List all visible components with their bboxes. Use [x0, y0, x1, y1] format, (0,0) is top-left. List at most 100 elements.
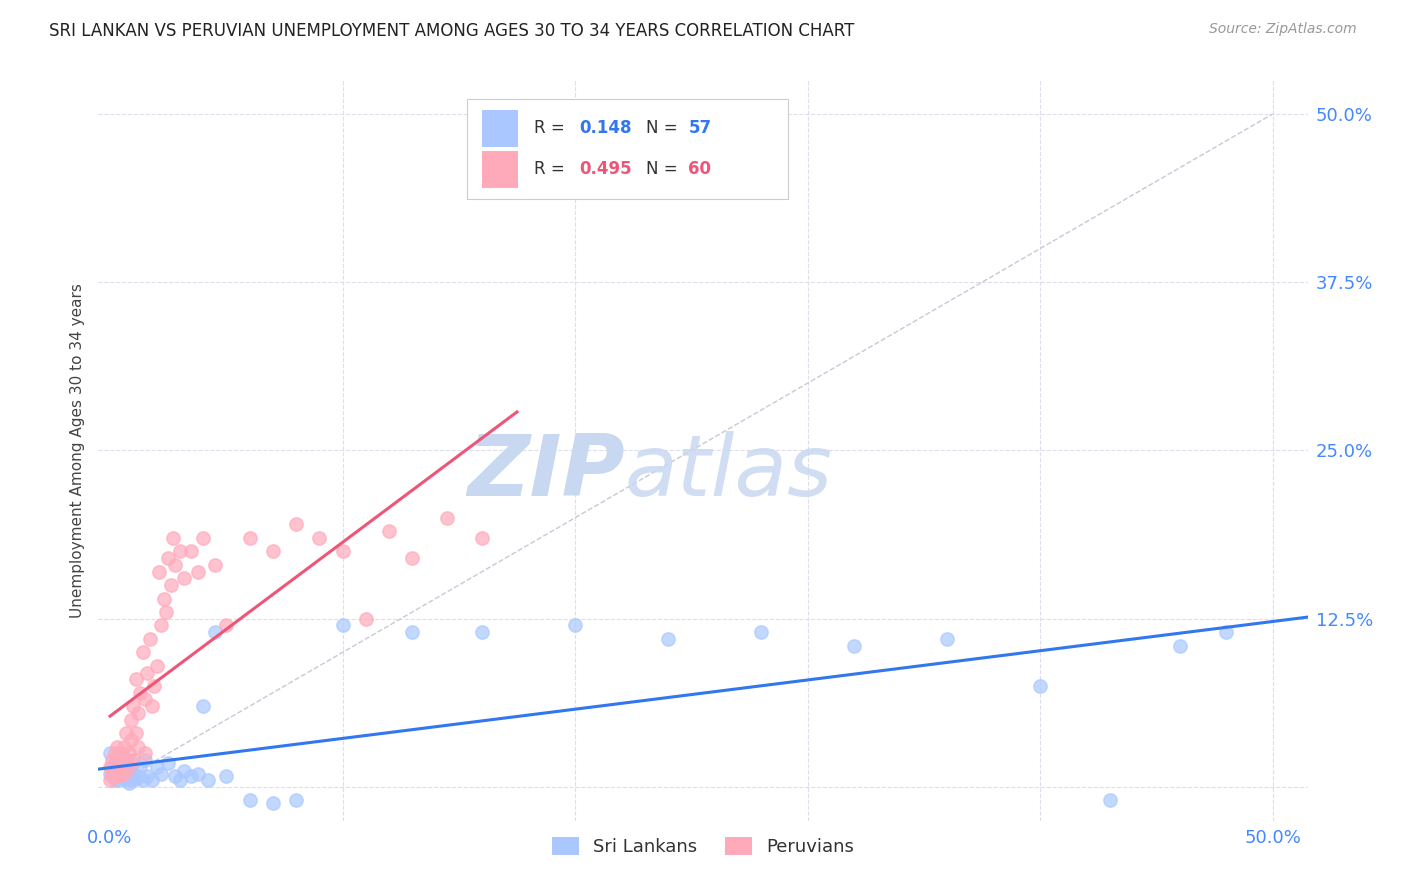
Point [111, 760, 134, 774]
Point [657, 632, 679, 646]
Point [1029, 679, 1052, 693]
Point [180, 544, 202, 558]
Point [165, 558, 187, 572]
Point [401, 625, 423, 640]
Point [239, 793, 262, 807]
Point [204, 558, 226, 572]
Point [98, 766, 121, 780]
Point [105, 739, 128, 754]
Point [285, 793, 308, 807]
Point [105, 769, 128, 783]
Point [118, 769, 141, 783]
Point [108, 753, 131, 767]
Point [122, 699, 145, 714]
FancyBboxPatch shape [467, 99, 787, 199]
Point [104, 764, 127, 778]
Point [112, 766, 135, 780]
Point [155, 605, 177, 619]
Point [173, 571, 195, 585]
Point [111, 769, 134, 783]
Text: N =: N = [647, 161, 683, 178]
Point [118, 747, 141, 761]
Point [129, 686, 152, 700]
Point [145, 658, 167, 673]
Point [191, 699, 214, 714]
Point [120, 732, 142, 747]
Text: ZIP: ZIP [467, 431, 624, 514]
Point [1168, 639, 1191, 653]
Point [124, 673, 146, 687]
Point [239, 531, 262, 545]
Point [332, 544, 354, 558]
Point [112, 753, 135, 767]
Point [104, 747, 127, 761]
Point [134, 753, 156, 767]
Point [136, 665, 159, 680]
Y-axis label: Unemployment Among Ages 30 to 34 years: Unemployment Among Ages 30 to 34 years [70, 283, 86, 618]
Point [378, 524, 401, 539]
Point [120, 713, 142, 727]
Point [354, 612, 377, 626]
Point [162, 531, 184, 545]
Point [844, 639, 866, 653]
Point [108, 769, 131, 783]
Point [115, 760, 138, 774]
Legend: Sri Lankans, Peruvians: Sri Lankans, Peruvians [544, 830, 862, 863]
Text: 57: 57 [689, 120, 711, 137]
Point [127, 769, 149, 783]
Point [173, 764, 195, 778]
Text: 0.495: 0.495 [579, 161, 633, 178]
Point [157, 551, 180, 566]
Point [131, 773, 153, 788]
Point [143, 679, 166, 693]
Point [131, 645, 153, 659]
Point [308, 531, 330, 545]
Point [187, 766, 209, 780]
Point [197, 773, 219, 788]
Text: N =: N = [647, 120, 683, 137]
Point [136, 769, 159, 783]
Point [187, 565, 209, 579]
Point [134, 692, 156, 706]
Point [262, 544, 284, 558]
Point [101, 753, 124, 767]
Point [285, 517, 308, 532]
Point [124, 772, 146, 786]
Point [141, 773, 163, 788]
Point [111, 747, 134, 761]
Point [98, 760, 121, 774]
Point [124, 726, 146, 740]
Point [120, 773, 142, 788]
Point [122, 766, 145, 780]
Point [471, 531, 494, 545]
Point [564, 618, 586, 632]
Point [332, 618, 354, 632]
Point [127, 706, 149, 720]
Point [165, 769, 187, 783]
Point [215, 618, 238, 632]
Point [101, 769, 124, 783]
Point [145, 760, 167, 774]
Point [120, 764, 142, 778]
Text: 60: 60 [689, 161, 711, 178]
Point [134, 747, 156, 761]
Point [118, 776, 141, 790]
Point [115, 753, 138, 767]
Text: Source: ZipAtlas.com: Source: ZipAtlas.com [1209, 22, 1357, 37]
Point [204, 625, 226, 640]
Point [262, 796, 284, 810]
Point [436, 510, 458, 524]
Point [138, 632, 160, 646]
Point [150, 766, 173, 780]
Point [129, 760, 152, 774]
Point [112, 739, 135, 754]
Point [471, 625, 494, 640]
Point [104, 760, 127, 774]
Point [191, 531, 214, 545]
Point [98, 773, 121, 788]
Point [936, 632, 959, 646]
Point [749, 625, 772, 640]
Point [157, 756, 180, 770]
Point [169, 773, 191, 788]
Point [150, 618, 173, 632]
